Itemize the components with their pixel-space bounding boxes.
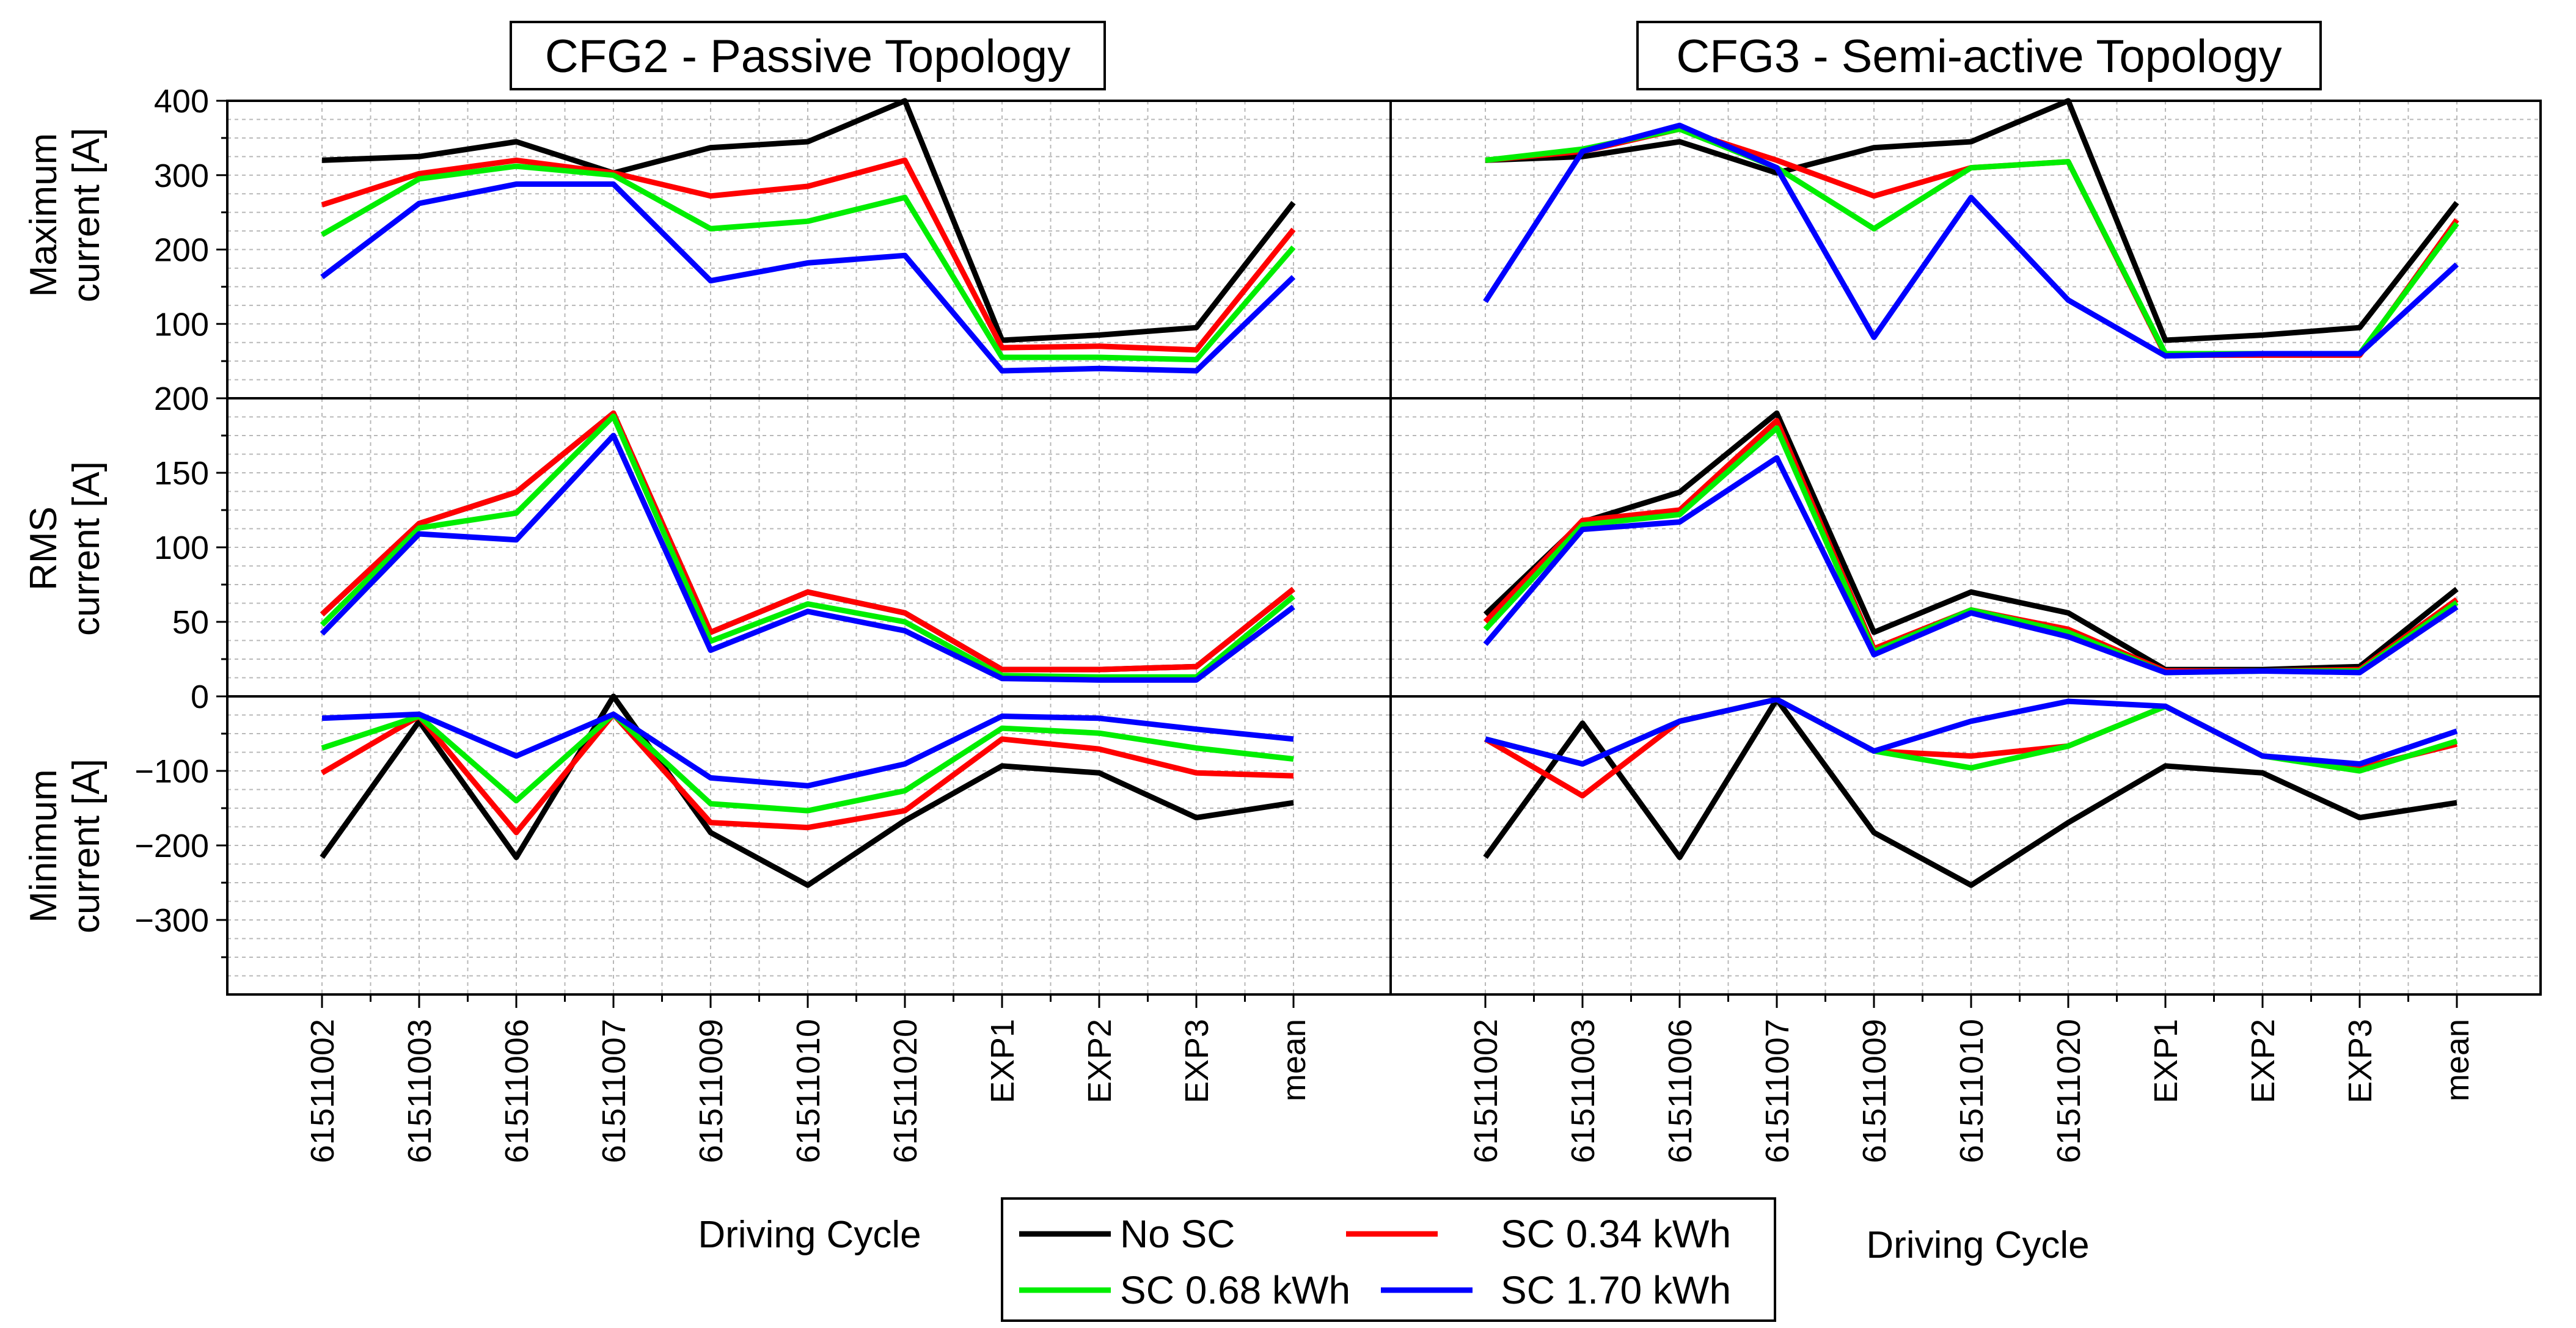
- y-tick-label: 150: [154, 455, 209, 492]
- series-line-sc-0-34-kwh-c0-r0: [321, 157, 1296, 353]
- svg-text:current [A]: current [A]: [65, 128, 108, 302]
- series-line-sc-1-70-kwh-c0-r0: [320, 181, 1296, 374]
- y-tick-label: −300: [134, 902, 209, 939]
- series-line-sc-0-34-kwh-c0-r1: [320, 410, 1295, 673]
- x-tick-label-61511010: 61511010: [1953, 1019, 1990, 1163]
- legend-label-sc-034: SC 0.34 kWh: [1501, 1212, 1731, 1256]
- x-tick-label-61511009: 61511009: [693, 1019, 730, 1163]
- series-layer: [320, 98, 2459, 888]
- series-line-no-sc-c1-r2: [1483, 696, 2457, 888]
- x-tick-label-61511010: 61511010: [790, 1019, 827, 1163]
- series-line-sc-0-68-kwh-c0-r2: [321, 711, 1294, 814]
- series-line-sc-1-70-kwh-c0-r2: [321, 711, 1294, 789]
- legend-label-sc-068: SC 0.68 kWh: [1120, 1268, 1350, 1312]
- x-tick-label-61511009: 61511009: [1856, 1019, 1893, 1163]
- y-tick-label: 100: [154, 306, 209, 343]
- series-line-sc-0-34-kwh-c0-r2: [320, 711, 1294, 836]
- y-tick-label: 100: [154, 530, 209, 566]
- series-line-sc-1-70-kwh-c0-r1: [320, 432, 1295, 683]
- x-tick-label-61511002: 61511002: [1468, 1019, 1504, 1163]
- y-tick-label: 400: [154, 83, 209, 120]
- y-tick-label: −200: [134, 828, 209, 864]
- series-line-sc-1-70-kwh-c1-r1: [1483, 455, 2459, 676]
- ylabel-maximum: Maximum current [A]: [23, 128, 108, 302]
- title-cfg2: CFG2 - Passive Topology: [510, 21, 1106, 90]
- x-tick-label-61511002: 61511002: [304, 1019, 341, 1163]
- y-tick-label: 300: [154, 158, 209, 194]
- series-line-no-sc-c1-r0: [1485, 98, 2459, 343]
- svg-text:current [A]: current [A]: [65, 759, 108, 933]
- xlabel-left: Driving Cycle: [698, 1214, 921, 1256]
- x-tick-label-mean: mean: [2439, 1019, 2476, 1101]
- y-tick-label: 200: [154, 232, 209, 269]
- ylabel-minimum: Minimum current [A]: [23, 759, 108, 933]
- x-tick-label-61511003: 61511003: [1565, 1019, 1601, 1163]
- svg-text:current [A]: current [A]: [65, 461, 108, 636]
- x-tick-label-61511003: 61511003: [401, 1019, 438, 1163]
- svg-text:CFG2 - Passive Topology: CFG2 - Passive Topology: [545, 31, 1070, 82]
- series-line-sc-1-70-kwh-c1-r2: [1484, 696, 2458, 767]
- svg-text:Minimum: Minimum: [23, 769, 65, 922]
- series-line-no-sc-c0-r0: [321, 98, 1296, 343]
- series-line-sc-0-68-kwh-c0-r0: [320, 163, 1296, 363]
- y-tick-label: −100: [134, 753, 209, 790]
- x-tick-label-exp2: EXP2: [1081, 1019, 1118, 1103]
- x-tick-label-exp2: EXP2: [2245, 1019, 2281, 1103]
- series-line-sc-0-68-kwh-c0-r1: [320, 413, 1295, 680]
- x-tick-label-61511007: 61511007: [1759, 1019, 1796, 1163]
- xlabel-right: Driving Cycle: [1866, 1224, 2089, 1266]
- legend-label-sc-170: SC 1.70 kWh: [1501, 1268, 1731, 1312]
- x-tick-label-exp3: EXP3: [2342, 1019, 2379, 1103]
- x-tick-label-exp3: EXP3: [1179, 1019, 1215, 1103]
- x-tick-label-61511020: 61511020: [2051, 1019, 2087, 1163]
- x-tick-label-61511007: 61511007: [596, 1019, 632, 1163]
- series-line-no-sc-c0-r2: [320, 693, 1294, 888]
- svg-text:RMS: RMS: [23, 506, 65, 591]
- title-cfg3: CFG3 - Semi-active Topology: [1636, 21, 2322, 90]
- tick-layer: 100 200 300 400 50 100 150 200 0 −100 −200 −300 6151…: [134, 83, 2476, 1163]
- series-line-sc-1-70-kwh-c1-r0: [1483, 122, 2459, 359]
- x-tick-label-61511006: 61511006: [1662, 1019, 1699, 1163]
- x-tick-label-mean: mean: [1276, 1019, 1312, 1101]
- x-tick-label-61511006: 61511006: [499, 1019, 535, 1163]
- grid-layer: [227, 101, 2541, 994]
- svg-text:Maximum: Maximum: [23, 133, 65, 297]
- y-tick-label: 50: [172, 604, 209, 641]
- y-tick-label: 0: [191, 679, 209, 715]
- svg-text:CFG3 - Semi-active Topology: CFG3 - Semi-active Topology: [1676, 31, 2281, 82]
- legend: No SC SC 0.34 kWh SC 0.68 kWh SC 1.70 kW…: [1001, 1197, 1776, 1322]
- x-tick-label-exp1: EXP1: [2148, 1019, 2184, 1103]
- y-tick-label: 200: [154, 381, 209, 417]
- x-tick-label-exp1: EXP1: [984, 1019, 1021, 1103]
- legend-label-no-sc: No SC: [1120, 1212, 1235, 1256]
- x-tick-label-61511020: 61511020: [887, 1019, 924, 1163]
- ylabel-rms: RMS current [A]: [23, 461, 108, 636]
